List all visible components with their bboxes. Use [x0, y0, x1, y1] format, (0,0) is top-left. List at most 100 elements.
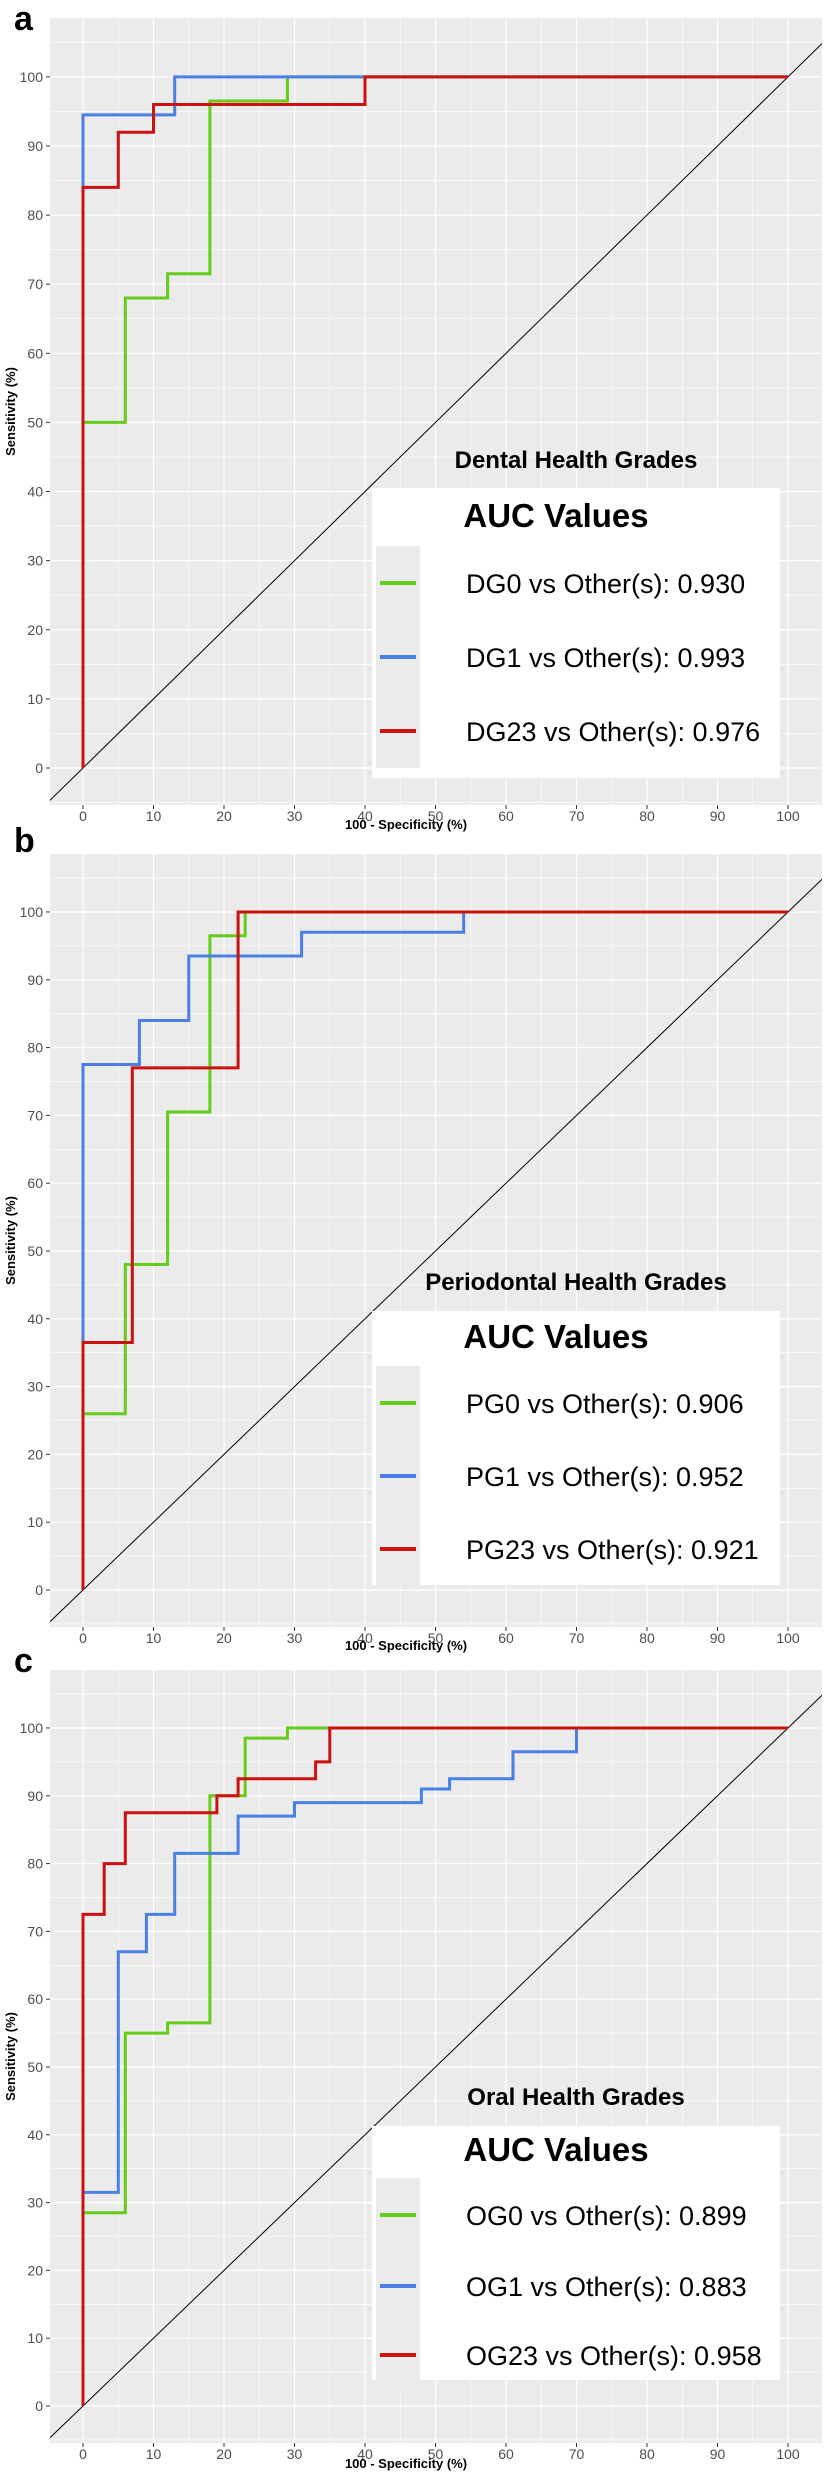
legend-title: AUC Values [463, 2131, 648, 2168]
x-tick-label: 60 [498, 2446, 514, 2462]
x-tick-label: 70 [569, 2446, 585, 2462]
panel-letter-c: c [14, 1642, 33, 1680]
legend-label-og1: OG1 vs Other(s): 0.883 [466, 2272, 747, 2302]
x-tick-label: 100 [776, 808, 800, 824]
y-tick-label: 30 [27, 1379, 43, 1395]
y-tick-label: 70 [27, 1107, 43, 1123]
y-axis-title: Sensitivity (%) [3, 367, 18, 456]
x-tick-label: 40 [357, 808, 373, 824]
x-tick-label: 50 [428, 808, 444, 824]
x-tick-label: 10 [146, 2446, 162, 2462]
legend-title: AUC Values [463, 497, 648, 534]
y-tick-label: 20 [27, 1446, 43, 1462]
roc-curve-og1 [81, 1726, 788, 2406]
y-tick-label: 90 [27, 1788, 43, 1804]
panel-letter-a: a [14, 0, 34, 38]
x-tick-label: 30 [287, 2446, 303, 2462]
panel-a: a 0 10 20 30 40 50 60 70 80 90 100 0 10 20 30 40 50 60 70 80… [3, 0, 822, 832]
y-tick-label: 30 [27, 2195, 43, 2211]
x-tick-label: 90 [710, 2446, 726, 2462]
legend: AUC Values OG0 vs Other(s): 0.899 OG1 vs O… [372, 2126, 780, 2392]
y-tick-label: 40 [27, 2127, 43, 2143]
x-tick-label: 70 [569, 808, 585, 824]
y-tick-label: 20 [27, 622, 43, 638]
y-tick-label: 0 [35, 760, 43, 776]
x-axis-title: 100 - Specificity (%) [345, 2456, 467, 2471]
x-tick-label: 10 [146, 808, 162, 824]
x-tick-label: 80 [639, 1630, 655, 1646]
y-tick-label: 100 [20, 69, 44, 85]
x-tick-label: 30 [287, 1630, 303, 1646]
y-tick-label: 10 [27, 2330, 43, 2346]
x-tick-label: 100 [776, 2446, 800, 2462]
x-tick-label: 10 [146, 1630, 162, 1646]
x-tick-label: 90 [710, 1630, 726, 1646]
x-tick-label: 60 [498, 808, 514, 824]
diagonal-reference-line [50, 878, 822, 1623]
roc-curve-pg23 [81, 910, 788, 1590]
x-tick-label: 60 [498, 1630, 514, 1646]
y-tick-label: 0 [35, 2398, 43, 2414]
x-tick-label: 20 [216, 2446, 232, 2462]
legend-box [372, 1311, 780, 1585]
x-tick-label: 0 [79, 1630, 87, 1646]
grade-title: Oral Health Grades [467, 2084, 684, 2111]
x-tick-label: 80 [639, 808, 655, 824]
x-tick-label: 50 [428, 2446, 444, 2462]
y-tick-label: 60 [27, 345, 43, 361]
x-tick-label: 80 [639, 2446, 655, 2462]
y-tick-label: 90 [27, 138, 43, 154]
legend-label-og0: OG0 vs Other(s): 0.899 [466, 2201, 747, 2231]
panel-letter-b: b [14, 822, 35, 860]
x-tick-label: 100 [776, 1630, 800, 1646]
legend-label-dg0: DG0 vs Other(s): 0.930 [466, 569, 745, 599]
roc-curve-dg23 [81, 75, 788, 768]
panel-c: c 0 10 20 30 40 50 60 70 80 90 100 0 10 20 30 40 50 60 70 80… [3, 1642, 822, 2471]
x-tick-label: 0 [79, 808, 87, 824]
x-tick-label: 30 [287, 808, 303, 824]
legend-box [372, 2126, 780, 2380]
x-tick-label: 50 [428, 1630, 444, 1646]
y-tick-label: 50 [27, 2059, 43, 2075]
y-tick-label: 70 [27, 1923, 43, 1939]
y-tick-label: 10 [27, 1514, 43, 1530]
x-axis-title: 100 - Specificity (%) [345, 817, 467, 832]
y-tick-label: 40 [27, 484, 43, 500]
legend-label-pg23: PG23 vs Other(s): 0.921 [466, 1535, 759, 1565]
legend: AUC Values PG0 vs Other(s): 0.906 PG1 vs O… [372, 1311, 780, 1586]
diagonal-reference-line [50, 42, 822, 802]
y-tick-label: 80 [27, 1856, 43, 1872]
x-tick-label: 40 [357, 2446, 373, 2462]
roc-curve-pg1 [81, 910, 788, 1590]
y-tick-label: 40 [27, 1311, 43, 1327]
legend-box [372, 488, 780, 778]
y-tick-label: 90 [27, 972, 43, 988]
roc-curve-dg0 [81, 75, 788, 768]
y-tick-label: 60 [27, 1175, 43, 1191]
legend-label-pg1: PG1 vs Other(s): 0.952 [466, 1462, 744, 1492]
legend-label-dg23: DG23 vs Other(s): 0.976 [466, 717, 760, 747]
y-tick-label: 60 [27, 1991, 43, 2007]
legend: AUC Values DG0 vs Other(s): 0.930 DG1 vs O… [372, 488, 780, 778]
legend-title: AUC Values [463, 1318, 648, 1355]
y-tick-label: 50 [27, 414, 43, 430]
y-tick-label: 0 [35, 1582, 43, 1598]
y-tick-label: 10 [27, 691, 43, 707]
y-tick-label: 50 [27, 1243, 43, 1259]
legend-label-og23: OG23 vs Other(s): 0.958 [466, 2341, 762, 2371]
x-tick-label: 20 [216, 808, 232, 824]
y-tick-label: 70 [27, 276, 43, 292]
x-tick-label: 40 [357, 1630, 373, 1646]
y-tick-label: 80 [27, 1040, 43, 1056]
x-tick-label: 70 [569, 1630, 585, 1646]
y-axis-title: Sensitivity (%) [3, 2012, 18, 2101]
y-tick-label: 100 [20, 1720, 44, 1736]
y-tick-label: 100 [20, 904, 44, 920]
legend-label-pg0: PG0 vs Other(s): 0.906 [466, 1389, 744, 1419]
roc-curve-og0 [81, 1726, 788, 2406]
y-tick-label: 80 [27, 207, 43, 223]
grade-title: Dental Health Grades [455, 447, 698, 474]
diagonal-reference-line [50, 1694, 822, 2439]
y-axis-title: Sensitivity (%) [3, 1196, 18, 1285]
